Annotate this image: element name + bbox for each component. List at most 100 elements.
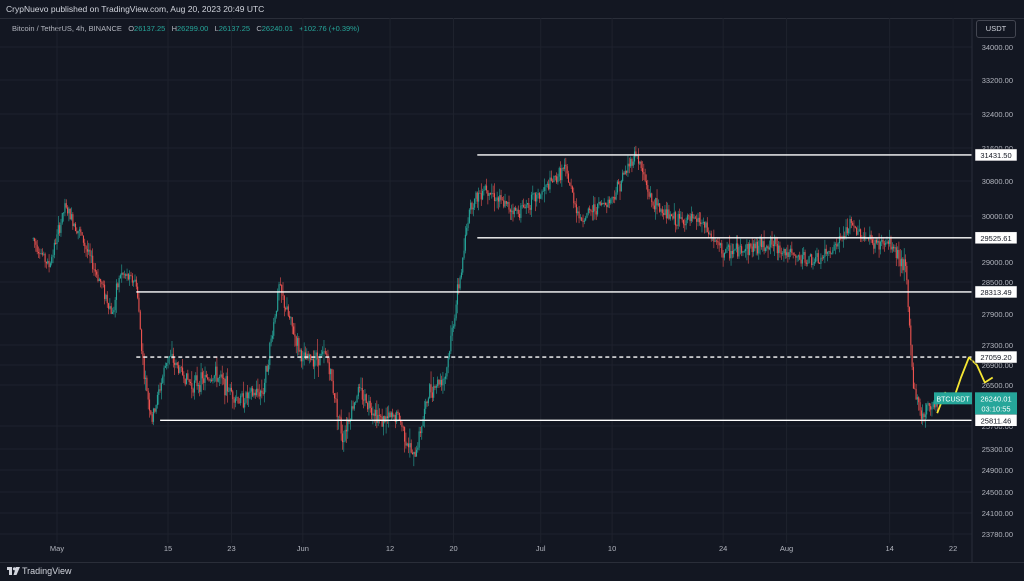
candle — [332, 369, 334, 396]
candle — [519, 209, 521, 221]
candle — [665, 201, 667, 224]
candle — [353, 402, 355, 411]
candle — [786, 247, 788, 259]
candle — [561, 164, 563, 187]
candle — [828, 250, 830, 256]
price-tick-label: 24500.00 — [982, 488, 1013, 497]
candle — [471, 201, 473, 215]
candle — [299, 348, 301, 362]
price-chart[interactable]: 34000.00 33200.00 32400.00 31600.00 30800.00… — [0, 18, 1024, 563]
level-lines[interactable] — [136, 154, 972, 421]
candle — [918, 396, 920, 411]
candle — [853, 220, 855, 232]
chart-frame[interactable] — [0, 18, 1024, 563]
price-tick-label: 28500.00 — [982, 278, 1013, 287]
symbol-title[interactable]: Bitcoin / TetherUS, 4h, BINANCE — [12, 24, 122, 33]
candle — [788, 249, 790, 260]
candle — [579, 214, 581, 221]
candle — [421, 425, 423, 440]
candle — [69, 208, 71, 220]
currency-button[interactable]: USDT — [976, 20, 1016, 38]
candle — [389, 411, 391, 418]
candle — [764, 246, 766, 253]
candle — [81, 231, 83, 236]
candle — [521, 200, 523, 209]
candle — [599, 201, 601, 206]
candle — [310, 354, 312, 363]
candle — [870, 230, 872, 243]
candle — [743, 249, 745, 253]
candle — [63, 211, 65, 222]
candle — [80, 226, 82, 236]
candles — [32, 145, 938, 467]
candle — [817, 249, 819, 264]
candle — [842, 226, 844, 248]
candle — [226, 368, 229, 403]
candle — [582, 214, 584, 228]
candle — [811, 253, 813, 268]
candle — [270, 334, 272, 347]
footer-brand[interactable]: TradingView — [22, 566, 72, 576]
candle — [386, 406, 388, 424]
candle — [600, 200, 603, 207]
candle — [875, 237, 877, 245]
candle — [499, 188, 501, 208]
candle — [148, 392, 151, 418]
candle — [113, 306, 115, 315]
candle — [119, 273, 121, 279]
candle — [491, 183, 493, 199]
candle — [396, 410, 398, 425]
last-price-symbol-box — [934, 392, 972, 405]
candle — [279, 277, 281, 286]
level-label-text: 31431.50 — [980, 151, 1011, 160]
candle — [114, 297, 116, 318]
candle — [834, 242, 837, 255]
candle — [154, 407, 156, 414]
candle — [879, 240, 881, 255]
candle — [438, 378, 440, 389]
candle — [690, 206, 692, 224]
candle — [184, 378, 186, 387]
candle — [308, 353, 310, 364]
candle — [701, 219, 703, 233]
candle — [684, 218, 686, 232]
candle — [779, 241, 781, 258]
time-axis[interactable]: May1523Jun1220Jul1024Aug1422Sep — [50, 544, 1024, 553]
candle — [409, 428, 411, 458]
candle — [704, 221, 706, 234]
candle — [631, 157, 633, 173]
candle — [61, 212, 63, 225]
candle — [74, 221, 77, 232]
candle — [203, 370, 205, 391]
candle — [281, 284, 283, 303]
level-label: 25811.46 — [974, 414, 1018, 427]
footer: TradingView — [0, 563, 1024, 581]
level-labels: 31431.50 29525.61 28313.49 27059.20 25811.46 — [974, 148, 1018, 427]
candle — [33, 237, 36, 248]
candle — [298, 336, 300, 356]
price-tick-label: 23780.00 — [982, 530, 1013, 539]
candle — [328, 357, 330, 381]
candle — [726, 241, 728, 253]
candle — [452, 324, 455, 333]
candle — [376, 400, 378, 429]
candle — [252, 385, 254, 397]
candle — [441, 375, 443, 391]
candle — [655, 197, 657, 220]
candle — [483, 186, 485, 196]
candle — [290, 316, 292, 325]
candle — [467, 217, 469, 231]
candle — [589, 205, 591, 214]
candle — [364, 388, 366, 407]
candle — [741, 244, 743, 257]
candle — [341, 424, 344, 450]
candle — [89, 243, 91, 264]
candle — [826, 251, 829, 262]
candle — [374, 403, 377, 426]
candle — [146, 375, 148, 392]
candle — [365, 393, 367, 404]
candle — [101, 280, 103, 289]
candle — [907, 279, 909, 313]
candle — [193, 375, 196, 400]
candle — [151, 412, 153, 425]
